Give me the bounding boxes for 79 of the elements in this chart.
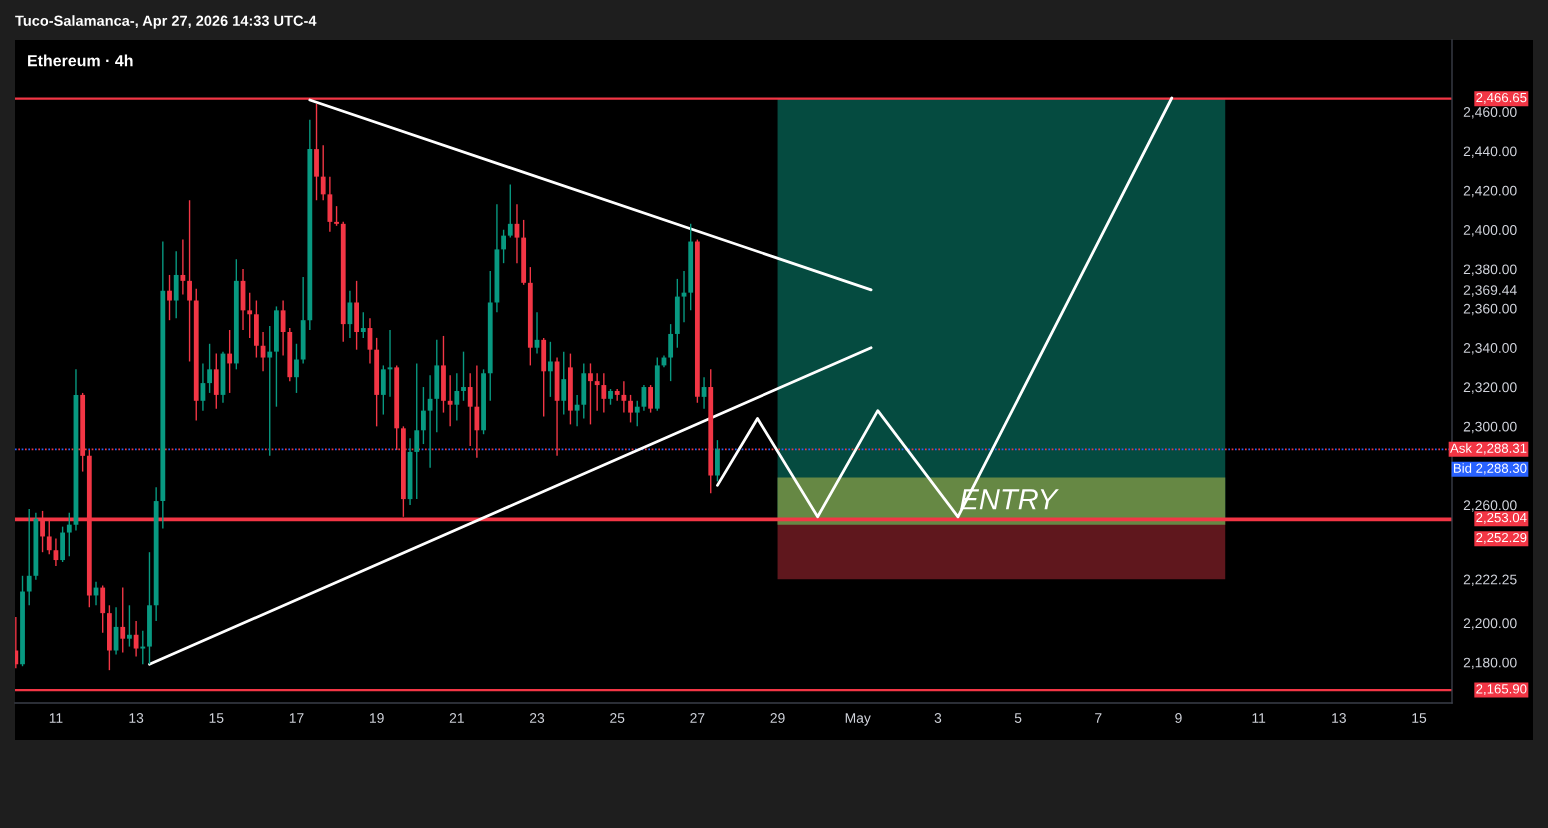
candlestick bbox=[447, 374, 453, 428]
candlestick bbox=[588, 362, 593, 426]
y-tick-label: 2,400.00 bbox=[1463, 225, 1517, 237]
candlestick bbox=[167, 274, 172, 321]
candlestick bbox=[601, 372, 607, 414]
candlestick bbox=[574, 394, 580, 428]
y-tick-label: 2,200.00 bbox=[1463, 618, 1517, 630]
candlestick bbox=[467, 372, 473, 447]
candlestick bbox=[267, 325, 273, 457]
candlestick bbox=[133, 620, 139, 658]
candlestick bbox=[294, 343, 299, 394]
line-series bbox=[716, 96, 1174, 519]
candlestick bbox=[207, 343, 213, 394]
x-tick-label: 29 bbox=[770, 713, 785, 723]
candlestick bbox=[247, 291, 253, 339]
y-tick-label: 2,320.00 bbox=[1463, 382, 1517, 394]
x-tick-label: 15 bbox=[209, 713, 224, 723]
x-tick-label: 23 bbox=[529, 713, 545, 723]
candlestick bbox=[461, 350, 466, 402]
candlestick bbox=[634, 400, 640, 428]
candlestick bbox=[547, 341, 553, 398]
x-tick-label: 5 bbox=[1014, 713, 1022, 723]
x-tick-label: 15 bbox=[1412, 713, 1427, 723]
y-tick-label: 2,380.00 bbox=[1463, 264, 1517, 276]
x-tick-label: 13 bbox=[129, 713, 144, 723]
candlestick bbox=[140, 630, 146, 665]
candlestick bbox=[227, 329, 233, 394]
ref-line-label: Ask 2,288.31 bbox=[1450, 443, 1527, 455]
candlestick bbox=[427, 374, 433, 469]
y-tick-label: 2,260.00 bbox=[1463, 500, 1517, 512]
candlestick bbox=[414, 362, 420, 500]
y-tick-label: 2,420.00 bbox=[1463, 185, 1517, 198]
x-tick-label: 7 bbox=[1095, 713, 1102, 723]
x-tick-label: 17 bbox=[289, 713, 304, 723]
candlestick bbox=[187, 199, 192, 363]
ref-line-label: 2,253.04 bbox=[1476, 512, 1527, 524]
y-tick-label: 2,222.25 bbox=[1463, 574, 1517, 587]
text: Ethereum · 4h bbox=[28, 54, 133, 67]
x-tick-label: 11 bbox=[49, 713, 63, 723]
candlestick bbox=[360, 311, 366, 339]
candlestick bbox=[66, 512, 72, 557]
candlestick bbox=[421, 386, 426, 445]
text: Tuco-Salamanca-, Apr 27, 2026 14:33 UTC-4 bbox=[15, 15, 317, 29]
candlestick bbox=[507, 183, 513, 239]
candlestick bbox=[127, 604, 132, 648]
candlestick bbox=[561, 350, 567, 416]
candlestick bbox=[648, 384, 654, 414]
candlestick bbox=[628, 394, 633, 424]
candlestick bbox=[334, 205, 339, 227]
x-tick-label: May bbox=[845, 713, 871, 726]
y-tick-label: 2,460.00 bbox=[1463, 107, 1517, 119]
x-tick-label: 25 bbox=[610, 713, 625, 723]
y-tick-label: 2,369.44 bbox=[1463, 285, 1517, 297]
candlestick bbox=[320, 144, 326, 201]
x-tick-label: 19 bbox=[369, 713, 384, 723]
x-tick-label: 21 bbox=[449, 713, 464, 723]
x-tick-label: 13 bbox=[1332, 713, 1346, 723]
legend-label: 2,252.29 bbox=[1476, 532, 1527, 544]
ref-line-label: Bid 2,288.30 bbox=[1453, 463, 1527, 475]
candlestick bbox=[668, 323, 674, 382]
y-tick-label: 2,440.00 bbox=[1463, 146, 1517, 158]
candlestick bbox=[280, 299, 286, 357]
x-tick-label: 11 bbox=[1252, 713, 1266, 723]
candlestick bbox=[180, 238, 186, 296]
ref-line-label: 2,165.90 bbox=[1476, 684, 1527, 696]
y-tick-label: 2,180.00 bbox=[1463, 657, 1517, 670]
candlestick bbox=[120, 586, 126, 654]
x-tick-label: 3 bbox=[934, 713, 942, 723]
y-tick-label: 2,360.00 bbox=[1463, 303, 1517, 316]
ref-line-label: 2,466.65 bbox=[1476, 92, 1527, 104]
y-tick-label: 2,300.00 bbox=[1463, 421, 1517, 434]
x-tick-label: 9 bbox=[1175, 713, 1182, 723]
candlestick bbox=[621, 380, 627, 414]
x-tick-label: 27 bbox=[690, 713, 705, 723]
candlestick bbox=[454, 372, 460, 422]
candlestick bbox=[594, 372, 600, 412]
candlestick bbox=[26, 508, 32, 606]
y-tick-label: 2,340.00 bbox=[1463, 343, 1517, 355]
candlestick bbox=[501, 229, 507, 264]
